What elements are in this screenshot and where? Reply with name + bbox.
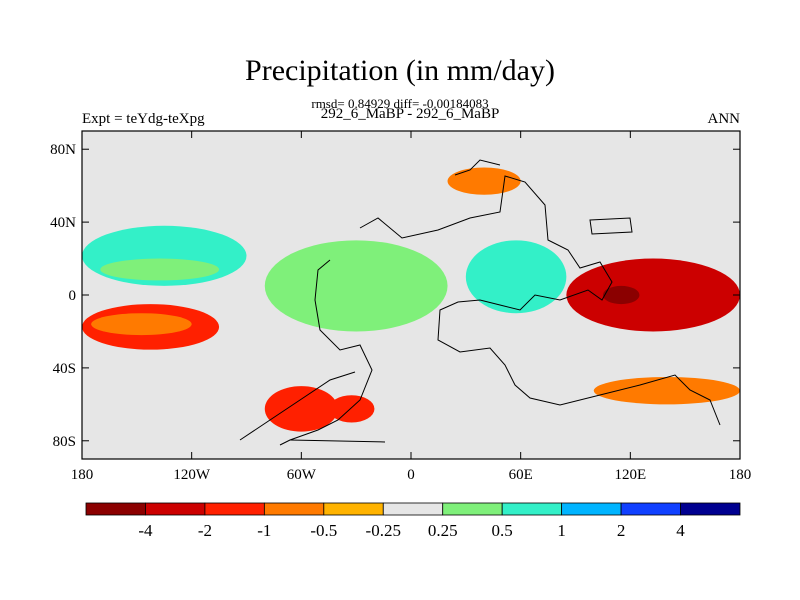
colorbar-label: -2: [198, 521, 212, 540]
field-north-pacific-core: [100, 258, 220, 281]
colorbar-swatch: [501, 502, 563, 516]
colorbar-label: 0.25: [428, 521, 458, 540]
field-atlantic-positive-band: [264, 240, 448, 332]
coastline-segment: [279, 259, 373, 446]
field-south-atlantic-negative: [328, 395, 375, 423]
y-tick-label: 80S: [53, 434, 76, 450]
experiment-label: Expt = teYdg-teXpg: [82, 111, 205, 127]
x-tick-label: 180: [729, 467, 752, 483]
coastline-segment: [289, 439, 386, 443]
colorbar-label: 4: [676, 521, 685, 540]
map-field: [82, 131, 740, 459]
colorbar-swatch: [323, 502, 384, 516]
colorbar-swatch: [85, 502, 146, 516]
coastline-segment: [454, 159, 501, 176]
colorbar-label: 1: [557, 521, 566, 540]
colorbar-swatch: [382, 502, 444, 516]
field-west-pacific-core: [602, 285, 640, 305]
coastlines: [239, 159, 721, 446]
colorbar-label: 0.5: [492, 521, 513, 540]
coastline-segment: [359, 175, 721, 426]
field-west-pacific-negative: [566, 258, 740, 332]
x-tick-label: 180: [71, 467, 94, 483]
colorbar-swatch: [561, 502, 622, 516]
field-indian-ocean-positive: [465, 240, 567, 314]
y-tick-label: 40N: [50, 215, 76, 231]
colorbar-swatch: [620, 502, 681, 516]
colorbar: -4 -2 -1 -0.5 -0.25 0.25 0.5 1 2 4: [85, 502, 741, 540]
x-tick-label: 0: [407, 467, 415, 483]
colorbar-label: -1: [257, 521, 271, 540]
y-tick-label: 0: [69, 288, 77, 304]
x-tick-label: 120E: [614, 467, 646, 483]
season-label: ANN: [707, 111, 741, 127]
x-tick-label: 60E: [509, 467, 533, 483]
coastline-segment: [589, 217, 633, 235]
axis-ticks: 180 120W 60W 0 60E 120E 180 80N 40N 0 40S 80S: [50, 131, 751, 483]
colorbar-swatch: [204, 502, 265, 516]
x-tick-label: 60W: [287, 467, 317, 483]
y-tick-label: 40S: [53, 361, 76, 377]
field-eurasia-negative: [447, 167, 521, 195]
colorbar-label: -4: [138, 521, 153, 540]
field-south-pacific-core: [91, 313, 192, 336]
chart-title: Precipitation (in mm/day): [245, 54, 555, 87]
y-tick-label: 80N: [50, 142, 76, 158]
colorbar-swatch: [680, 502, 741, 516]
x-tick-label: 120W: [173, 467, 211, 483]
colorbar-swatch: [263, 502, 325, 516]
colorbar-swatch: [442, 502, 503, 516]
colorbar-label: 2: [617, 521, 626, 540]
coastline-segment: [239, 371, 356, 441]
field-southern-ocean-negative: [593, 377, 740, 405]
stats-line: rmsd= 0.84929 diff= -0.00184083: [311, 96, 489, 111]
field-south-america-negative: [264, 386, 338, 432]
colorbar-label: -0.25: [366, 521, 401, 540]
case-line: 292_6_MaBP - 292_6_MaBP: [320, 106, 500, 122]
colorbar-label: -0.5: [310, 521, 337, 540]
colorbar-swatch: [145, 502, 206, 516]
